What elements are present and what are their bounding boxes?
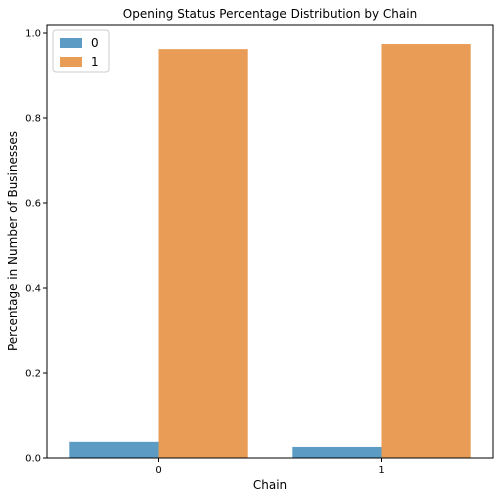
chart-title: Opening Status Percentage Distribution b…	[123, 7, 417, 21]
bar-series-1-cat-0	[158, 49, 248, 459]
legend-swatch-0	[60, 38, 82, 48]
y-tick-label: 1.0	[25, 29, 41, 40]
legend-swatch-1	[60, 57, 82, 67]
legend-label-0: 0	[91, 36, 99, 50]
bar-series-1-cat-1	[381, 44, 471, 459]
y-tick-label: 0.0	[25, 454, 41, 465]
x-axis-title: Chain	[253, 478, 287, 492]
y-tick-label: 0.8	[25, 114, 41, 125]
legend: 01	[52, 29, 110, 73]
x-tick-label: 1	[378, 465, 384, 476]
bar-series-0-cat-1	[292, 446, 382, 458]
y-tick-label: 0.6	[25, 199, 41, 210]
plot-frame	[46, 24, 494, 459]
bars-group	[69, 44, 471, 459]
x-tick-label: 0	[155, 465, 161, 476]
bar-series-0-cat-0	[69, 441, 159, 458]
y-axis: 0.0 0.2 0.4 0.6 0.8 1.0	[25, 29, 47, 465]
y-axis-title: Percentage in Number of Businesses	[6, 131, 20, 351]
y-tick-label: 0.4	[25, 284, 41, 295]
legend-label-1: 1	[91, 55, 99, 69]
y-tick-label: 0.2	[25, 369, 41, 380]
